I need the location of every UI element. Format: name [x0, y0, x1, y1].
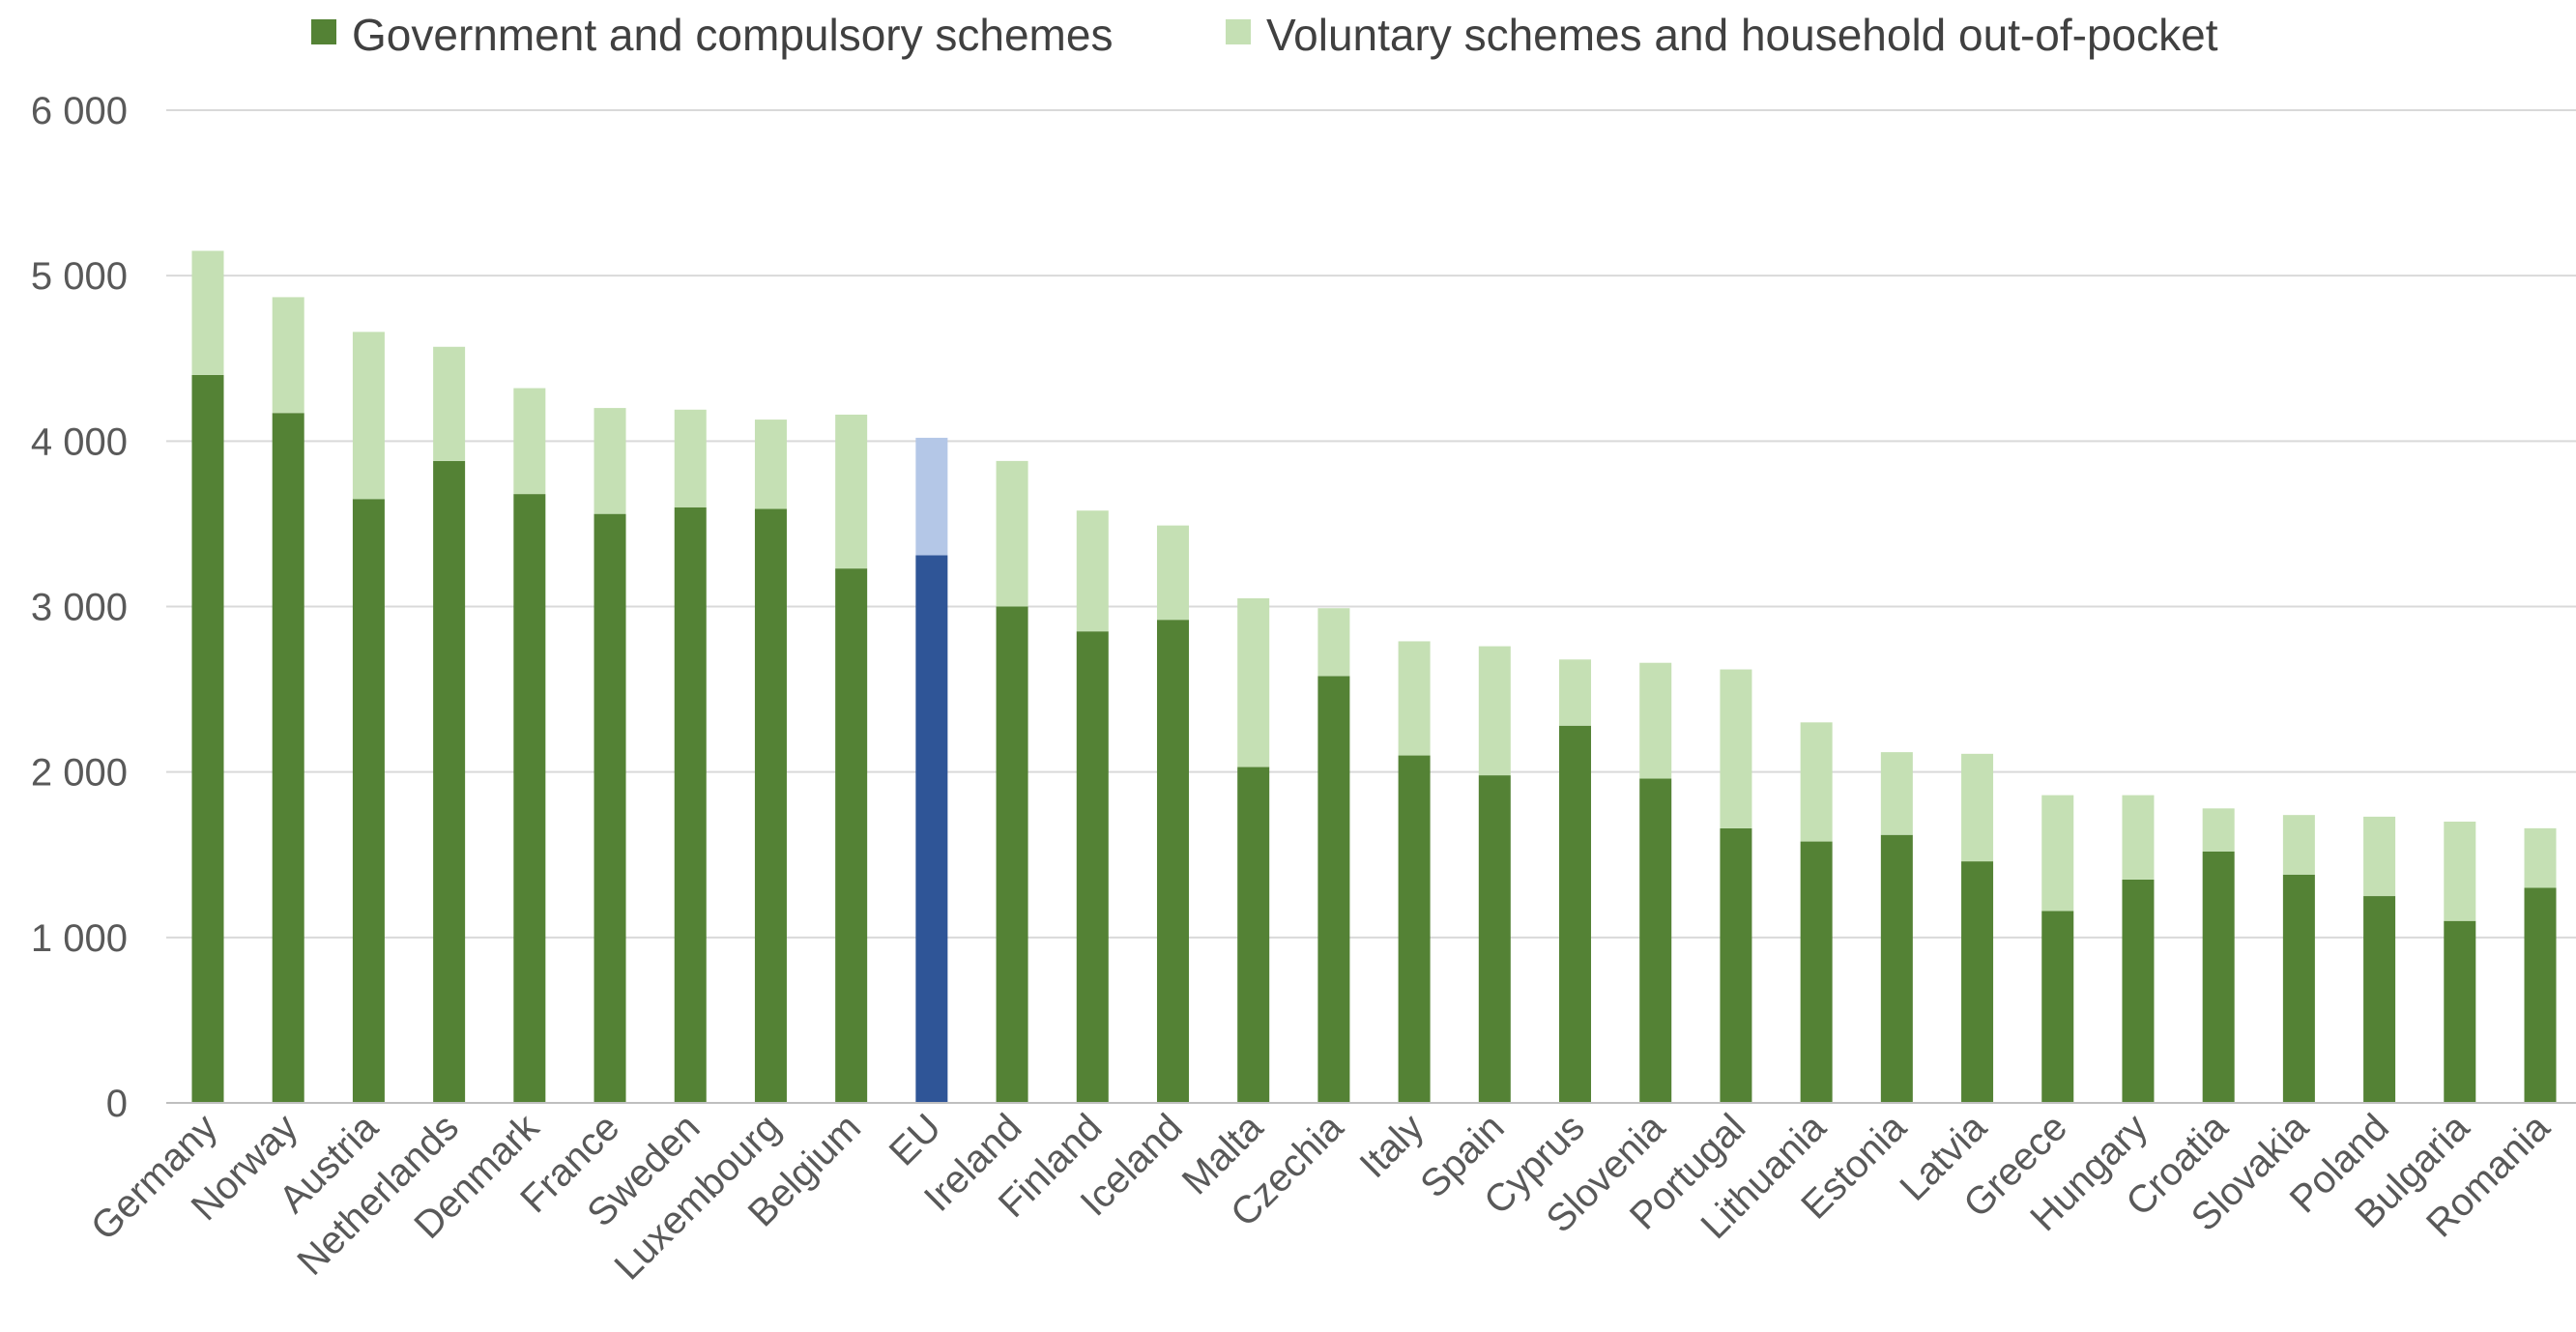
bar-voluntary-norway — [272, 297, 304, 414]
bar-government-romania — [2524, 887, 2557, 1103]
gridlines — [166, 109, 2576, 939]
bar-government-portugal — [1720, 827, 1752, 1103]
bar-government-hungary — [2122, 879, 2155, 1103]
bar-voluntary-luxembourg — [754, 420, 787, 509]
bar-voluntary-spain — [1478, 646, 1511, 776]
bar-government-italy — [1398, 755, 1431, 1103]
bar-government-denmark — [513, 494, 546, 1103]
bar-voluntary-italy — [1398, 641, 1431, 756]
bar-voluntary-netherlands — [433, 346, 466, 461]
bar-voluntary-malta — [1237, 597, 1270, 767]
bar-government-croatia — [2202, 851, 2235, 1103]
bar-voluntary-denmark — [513, 388, 546, 495]
bar-government-lithuania — [1800, 841, 1833, 1103]
bar-government-latvia — [1961, 861, 1994, 1103]
y-tick-label: 6 000 — [31, 90, 128, 132]
bar-voluntary-latvia — [1961, 753, 1994, 862]
bar-government-slovenia — [1639, 778, 1672, 1103]
bar-voluntary-portugal — [1720, 669, 1752, 828]
bar-voluntary-bulgaria — [2444, 822, 2476, 921]
y-tick-label: 4 000 — [31, 420, 128, 463]
bar-government-poland — [2363, 896, 2396, 1103]
bar-government-norway — [272, 413, 304, 1103]
legend-swatch-voluntary — [1226, 19, 1251, 44]
bar-government-finland — [1076, 631, 1109, 1103]
y-tick-label: 3 000 — [31, 587, 128, 629]
y-tick-label: 5 000 — [31, 255, 128, 298]
bar-voluntary-poland — [2363, 816, 2396, 897]
bar-voluntary-slovenia — [1639, 662, 1672, 779]
legend-swatch-government — [311, 19, 336, 44]
bar-voluntary-finland — [1076, 510, 1109, 632]
bar-government-malta — [1237, 767, 1270, 1103]
bar-government-germany — [191, 374, 224, 1103]
bar-government-slovakia — [2282, 874, 2315, 1103]
bars — [191, 250, 2557, 1104]
bar-government-austria — [352, 499, 385, 1103]
bar-government-czechia — [1317, 676, 1350, 1103]
bar-voluntary-austria — [352, 332, 385, 500]
bar-government-belgium — [835, 568, 868, 1103]
bar-voluntary-hungary — [2122, 795, 2155, 880]
bar-voluntary-croatia — [2202, 808, 2235, 852]
legend: Government and compulsory schemes Volunt… — [311, 10, 2218, 60]
bar-government-france — [593, 513, 626, 1103]
bar-voluntary-iceland — [1156, 525, 1189, 621]
bar-government-netherlands — [433, 460, 466, 1104]
y-tick-label: 0 — [106, 1083, 128, 1125]
bar-voluntary-cyprus — [1559, 659, 1592, 726]
bar-government-eu — [915, 555, 948, 1103]
bar-government-sweden — [674, 507, 707, 1103]
y-tick-label: 1 000 — [31, 917, 128, 960]
bar-voluntary-lithuania — [1800, 722, 1833, 842]
x-category-label: EU — [882, 1106, 949, 1173]
bar-government-spain — [1478, 775, 1511, 1103]
bar-government-iceland — [1156, 620, 1189, 1103]
bar-voluntary-ireland — [996, 460, 1028, 607]
x-axis-category-labels: GermanyNorwayAustriaNetherlandsDenmarkFr… — [83, 1106, 2559, 1289]
bar-voluntary-slovakia — [2282, 815, 2315, 875]
bar-government-luxembourg — [754, 508, 787, 1103]
bar-government-bulgaria — [2444, 920, 2476, 1103]
bar-voluntary-germany — [191, 250, 224, 375]
bar-voluntary-belgium — [835, 414, 868, 569]
bar-government-estonia — [1880, 834, 1913, 1103]
legend-label-voluntary: Voluntary schemes and household out-of-p… — [1266, 10, 2218, 60]
bar-government-cyprus — [1559, 725, 1592, 1103]
bar-voluntary-france — [593, 408, 626, 514]
bar-government-ireland — [996, 606, 1028, 1103]
y-tick-label: 2 000 — [31, 752, 128, 795]
bar-voluntary-sweden — [674, 409, 707, 507]
bar-voluntary-czechia — [1317, 608, 1350, 677]
bar-voluntary-greece — [2041, 795, 2074, 912]
y-axis-tick-labels: 0 1 000 2 000 3 000 4 000 5 000 6 000 — [31, 90, 128, 1125]
bar-voluntary-romania — [2524, 827, 2557, 888]
legend-label-government: Government and compulsory schemes — [352, 10, 1113, 60]
bar-voluntary-eu — [915, 437, 948, 556]
bar-government-greece — [2041, 911, 2074, 1103]
bar-voluntary-estonia — [1880, 752, 1913, 835]
